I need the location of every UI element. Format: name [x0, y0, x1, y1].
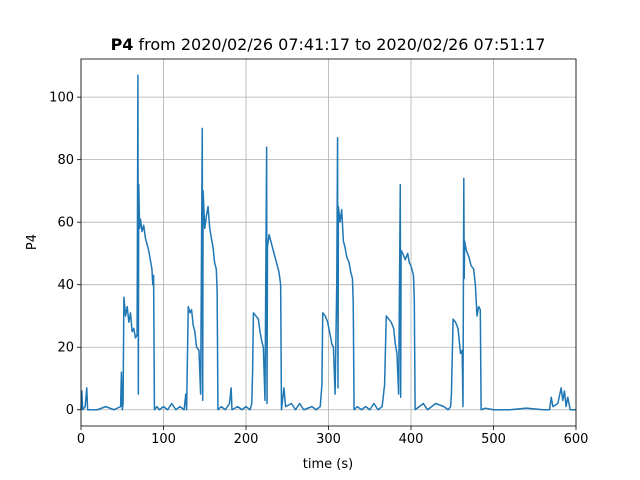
x-tick-label: 500 [481, 432, 506, 447]
data-line [80, 74, 576, 411]
y-tick-label: 80 [57, 153, 74, 168]
title-range: from 2020/02/26 07:41:17 to 2020/02/26 0… [139, 35, 546, 54]
y-tick-label: 40 [57, 278, 74, 293]
x-tick-label: 400 [399, 432, 424, 447]
y-axis-label: P4 [25, 234, 40, 250]
x-tick-label: 300 [316, 432, 341, 447]
y-tick-label: 0 [66, 403, 74, 418]
plot-frame [80, 58, 577, 427]
y-tick-label: 100 [49, 91, 74, 106]
x-tick-label: 100 [151, 432, 176, 447]
title-name: P4 [111, 35, 134, 54]
x-tick-label: 200 [234, 432, 259, 447]
x-tick-label: 600 [564, 432, 589, 447]
chart-title: P4 from 2020/02/26 07:41:17 to 2020/02/2… [111, 35, 546, 54]
x-axis-label: time (s) [303, 457, 353, 472]
x-tick-label: 0 [77, 432, 85, 447]
y-tick-label: 60 [57, 216, 74, 231]
y-tick-label: 20 [57, 341, 74, 356]
